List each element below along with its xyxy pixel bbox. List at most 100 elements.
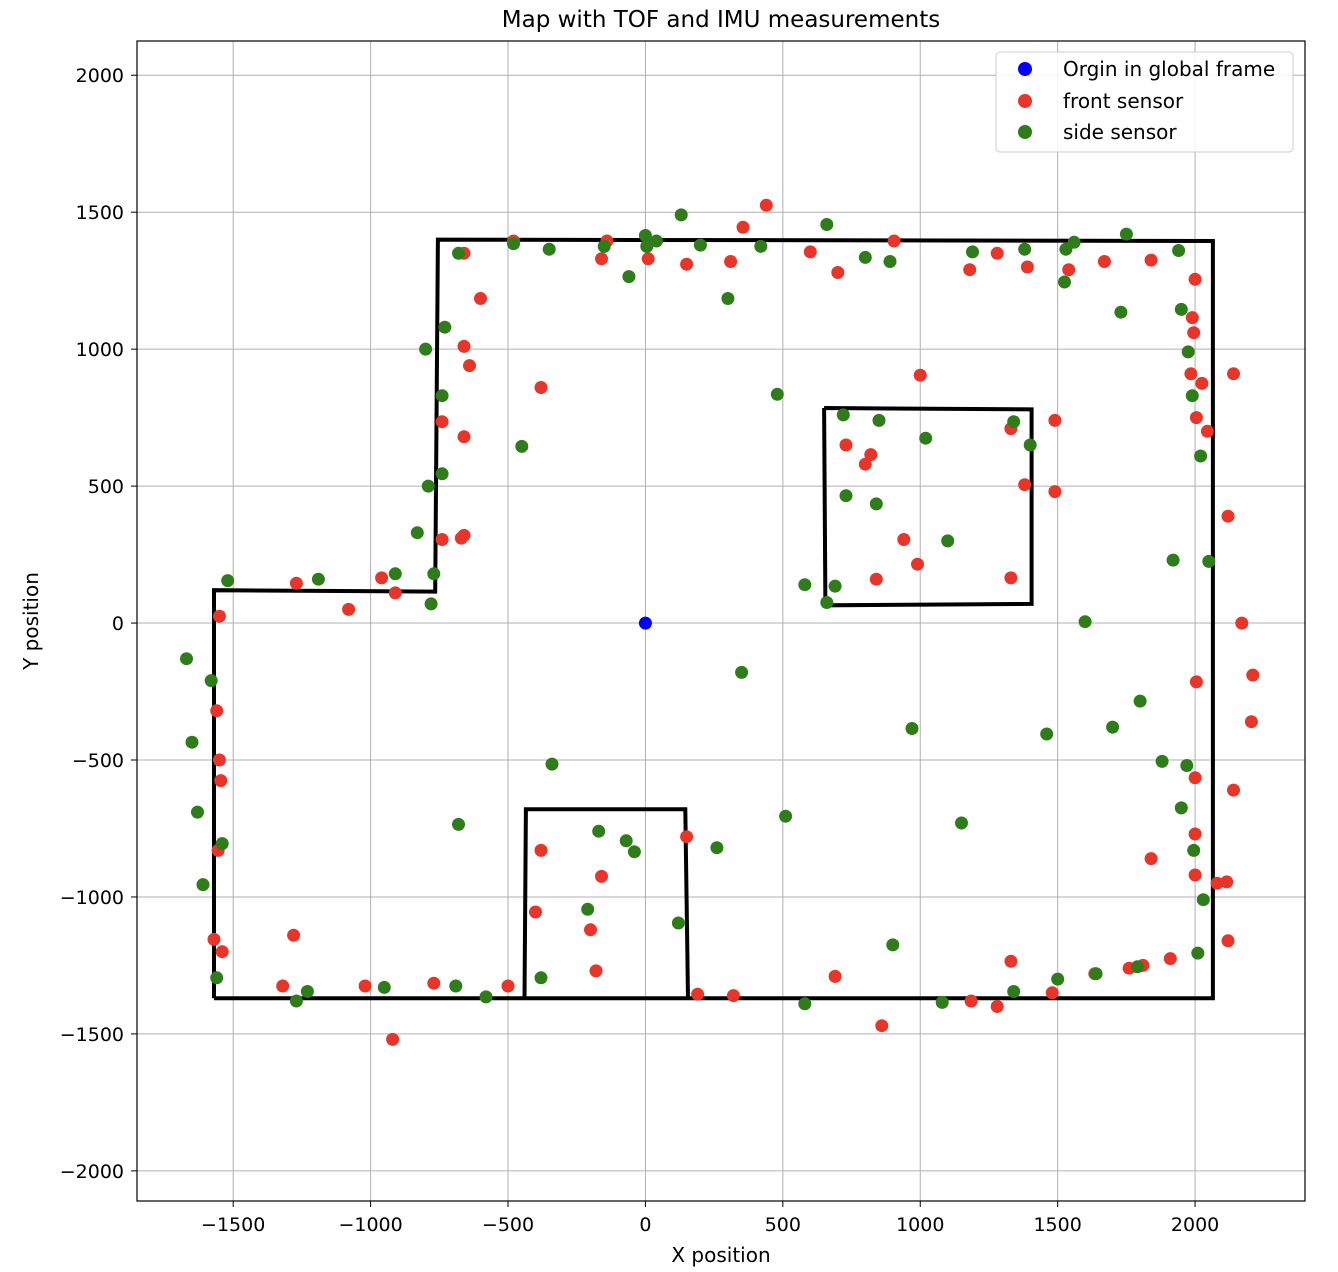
side-sensor-point [424,597,438,611]
side-sensor-point [649,234,663,248]
side-sensor-point [886,938,900,952]
front-sensor-point [358,979,372,993]
side-sensor-point [754,239,768,253]
side-sensor-point [1133,694,1147,708]
front-sensor-point [388,586,402,600]
side-sensor-point [388,567,402,581]
front-sensor-point [215,945,229,959]
front-sensor-point [463,359,476,373]
legend-marker-front-sensor [1018,94,1032,108]
front-sensor-point [990,246,1004,260]
front-sensor-point [457,528,471,542]
front-sensor-point [474,292,487,305]
front-sensor-point [1144,852,1158,866]
x-axis-title: X position [671,1243,770,1267]
side-sensor-point [1155,754,1169,768]
side-sensor-point [452,246,465,260]
front-sensor-point [911,557,924,571]
front-sensor-point [1188,272,1202,286]
y-tick-label: 1500 [76,202,124,224]
side-sensor-point [1114,305,1128,319]
y-tick-label: −500 [72,750,124,772]
side-sensor-point [1007,415,1021,429]
side-sensor-point [1089,967,1103,981]
front-sensor-point [1045,986,1059,1000]
front-sensor-point [210,704,224,718]
front-sensor-point [1200,424,1214,438]
side-sensor-point [770,387,784,401]
side-sensor-point [798,578,812,592]
side-sensor-point [438,320,452,334]
side-sensor-point [619,834,633,848]
front-sensor-point [457,339,471,353]
front-sensor-point [289,576,303,590]
side-sensor-point [221,574,235,588]
side-sensor-point [919,431,933,445]
side-sensor-point [710,841,724,855]
front-sensor-point [457,430,471,444]
side-sensor-point [1166,553,1180,567]
side-sensor-point [449,979,463,993]
side-sensor-point [1018,242,1032,256]
front-sensor-point [1097,255,1111,268]
side-sensor-point [779,809,793,823]
front-sensor-point [726,989,740,1003]
side-sensor-point [435,389,449,403]
y-tick-label: 1000 [76,339,124,361]
front-sensor-point [831,266,845,279]
side-sensor-point [185,735,199,749]
front-sensor-point [214,774,228,788]
side-sensor-point [215,837,229,851]
legend-label-front-sensor: front sensor [1063,89,1184,113]
front-sensor-point [589,964,603,978]
side-sensor-point [581,902,595,916]
side-sensor-point [1106,720,1120,734]
front-sensor-point [212,753,226,767]
map-walls [212,237,1215,1001]
side-sensor-point [627,845,641,859]
side-sensor-point [941,534,955,548]
side-sensor-point [1196,893,1210,907]
front-sensor-point [913,368,927,382]
side-sensor-point [820,218,834,231]
side-sensor-point [869,497,883,511]
y-tick-label: −1500 [60,1024,124,1046]
front-sensor-point [287,928,301,942]
side-sensor-point [1174,302,1188,316]
side-sensor-point [377,980,391,994]
side-sensor-point [534,971,548,985]
legend-label-side-sensor: side sensor [1063,120,1177,144]
side-sensor-point [872,413,886,427]
front-sensor-point [1221,934,1235,948]
x-tick-label: −1000 [338,1214,402,1236]
front-sensor-point [595,252,608,266]
side-sensor-point [1023,438,1037,452]
front-sensor-point [276,979,290,993]
side-sensor-point [311,572,325,586]
front-sensor-point [875,1019,889,1033]
side-sensor-point [289,994,303,1008]
side-sensor-point [798,997,812,1011]
front-sensor-point [1220,875,1234,889]
side-sensor-point [1180,759,1194,772]
side-sensor-point [419,342,433,356]
x-tick-label: 500 [765,1214,801,1236]
side-sensor-point [905,722,919,735]
front-sensor-point [1187,326,1201,340]
side-sensor-point [955,816,968,830]
front-sensor-point [534,381,548,394]
side-sensor-point [1040,727,1054,741]
front-sensor-point [1018,478,1032,492]
side-sensor-point [191,805,204,819]
legend-label-origin: Orgin in global frame [1063,57,1275,81]
front-sensor-point [1188,868,1202,882]
front-sensor-point [1188,771,1202,785]
data-points [180,198,1260,1046]
x-tick-label: −500 [482,1214,534,1236]
legend-box [995,51,1294,153]
side-sensor-point [1185,389,1199,403]
front-sensor-point [1048,485,1062,499]
front-sensor-point [803,245,817,259]
front-sensor-point [724,255,738,268]
